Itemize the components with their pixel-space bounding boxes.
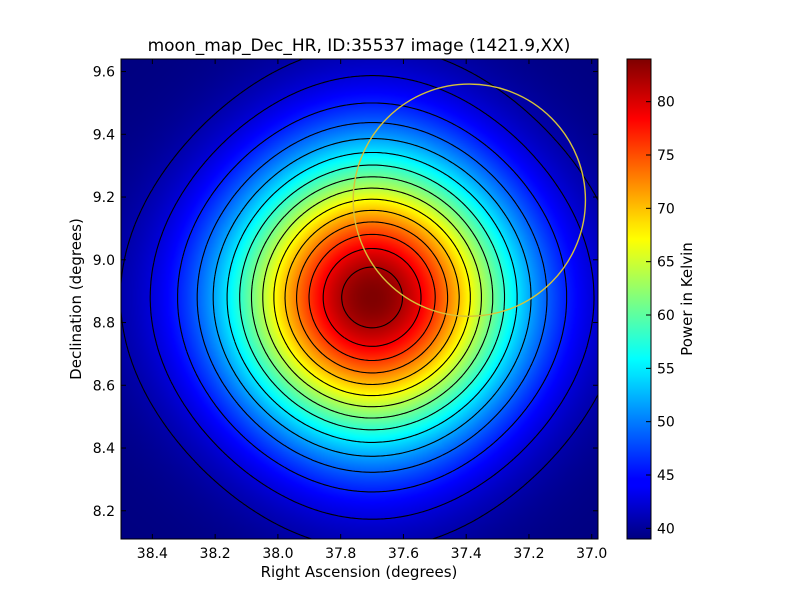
x-tick-label-1: 38.2 [200, 546, 231, 562]
colorbar-tick-label-8: 80 [657, 95, 675, 111]
contour-line-12 [308, 233, 436, 362]
contour-line-2 [177, 102, 568, 493]
contour-line-13 [322, 247, 422, 347]
colorbar-tick-label-7: 75 [657, 148, 675, 164]
y-tick-label-4: 9.0 [93, 253, 115, 269]
colorbar-tick-label-6: 70 [657, 201, 675, 217]
x-tick-label-6: 37.2 [513, 546, 544, 562]
chart-title: moon_map_Dec_HR, ID:35537 image (1421.9,… [148, 36, 571, 56]
colorbar: 40 45 50 55 60 65 70 75 80 Power in Kelvin [626, 58, 696, 540]
contour-line-0 [121, 59, 598, 539]
colorbar-tick-label-2: 50 [657, 415, 675, 431]
heatmap-image [121, 59, 598, 539]
y-tick-label-0: 8.2 [93, 504, 115, 520]
colorbar-tick-label-1: 45 [657, 468, 675, 484]
heatmap-plot [120, 58, 599, 540]
moon-outline-circle [352, 83, 587, 317]
contour-line-5 [226, 151, 518, 443]
colorbar-gradient [626, 58, 652, 540]
x-tick-label-4: 37.6 [388, 546, 419, 562]
contour-line-14 [341, 266, 404, 329]
y-tick-label-3: 8.8 [93, 316, 115, 332]
y-tick-label-7: 9.6 [93, 65, 115, 81]
y-tick-label-2: 8.6 [93, 378, 115, 394]
contour-line-4 [212, 138, 532, 457]
y-axis-label: Declination (degrees) [67, 218, 85, 380]
colorbar-tick-label-3: 55 [657, 361, 675, 377]
x-tick-label-0: 38.4 [137, 546, 168, 562]
y-axis-ticks: 8.2 8.4 8.6 8.8 9.0 9.2 9.4 9.6 [93, 65, 598, 520]
x-axis-label: Right Ascension (degrees) [261, 563, 458, 581]
x-tick-label-2: 38.0 [262, 546, 293, 562]
contour-line-7 [250, 176, 494, 419]
x-tick-label-5: 37.4 [451, 546, 482, 562]
contour-line-11 [296, 221, 449, 374]
contour-line-3 [196, 122, 548, 473]
colorbar-tick-label-0: 40 [657, 521, 675, 537]
contour-line-1 [149, 75, 595, 520]
x-tick-label-7: 37.0 [576, 546, 607, 562]
colorbar-tick-label-5: 65 [657, 255, 675, 271]
y-tick-label-6: 9.4 [93, 127, 115, 143]
contour-line-8 [262, 187, 482, 408]
contour-line-6 [239, 164, 506, 431]
plot-frame [120, 58, 599, 540]
y-tick-label-1: 8.4 [93, 441, 115, 457]
contour-lines [121, 59, 598, 539]
y-tick-label-5: 9.2 [93, 190, 115, 206]
colorbar-tick-label-4: 60 [657, 308, 675, 324]
colorbar-ticks: 40 45 50 55 60 65 70 75 80 [646, 95, 675, 537]
x-axis-ticks: 38.4 38.2 38.0 37.8 37.6 37.4 37.2 37.0 [137, 59, 607, 562]
colorbar-label: Power in Kelvin [678, 242, 696, 356]
x-tick-label-3: 37.8 [325, 546, 356, 562]
